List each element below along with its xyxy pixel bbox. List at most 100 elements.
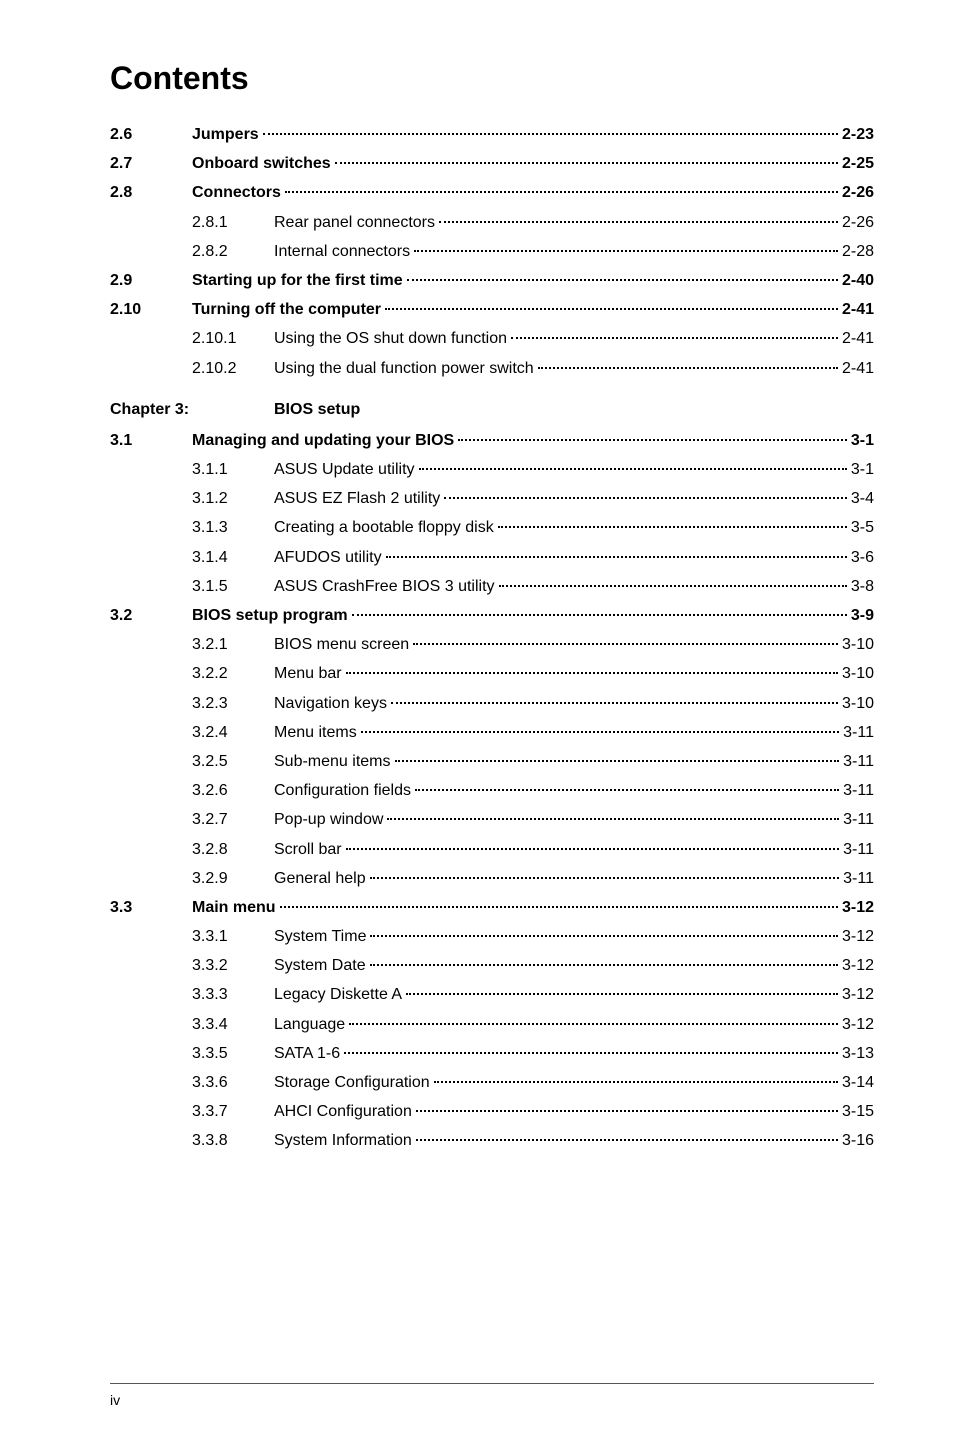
toc-page-number: 2-25 xyxy=(842,150,874,177)
toc-row: 3.3.4Language3-12 xyxy=(110,1011,874,1038)
toc-section-label: Using the OS shut down function xyxy=(274,325,507,352)
toc-section-label: ASUS CrashFree BIOS 3 utility xyxy=(274,573,495,600)
toc-section-number: 2.10.2 xyxy=(192,355,274,382)
toc-page-number: 2-41 xyxy=(842,355,874,382)
toc-container: 2.6Jumpers2-232.7Onboard switches2-252.8… xyxy=(110,121,874,1155)
toc-section-number: 3.2.7 xyxy=(192,806,274,833)
toc-page-number: 3-5 xyxy=(851,514,874,541)
toc-row: 3.1.4AFUDOS utility3-6 xyxy=(110,544,874,571)
footer-divider xyxy=(110,1383,874,1384)
toc-leader-dots xyxy=(406,993,838,995)
toc-page-number: 3-10 xyxy=(842,690,874,717)
toc-row: 3.1.3Creating a bootable floppy disk3-5 xyxy=(110,514,874,541)
toc-section-number: 3.2.9 xyxy=(192,865,274,892)
toc-row: 3.2.5Sub-menu items3-11 xyxy=(110,748,874,775)
toc-section-label: ASUS Update utility xyxy=(274,456,415,483)
toc-section-number: 2.8.2 xyxy=(192,238,274,265)
toc-section-number: 3.1.2 xyxy=(192,485,274,512)
toc-section-label: System Time xyxy=(274,923,366,950)
toc-section-number: 3.2.6 xyxy=(192,777,274,804)
toc-row: 3.2.6Configuration fields3-11 xyxy=(110,777,874,804)
toc-row: 2.10Turning off the computer2-41 xyxy=(110,296,874,323)
toc-page-number: 3-12 xyxy=(842,894,874,921)
toc-section-label: Menu items xyxy=(274,719,357,746)
toc-page-number: 2-41 xyxy=(842,296,874,323)
toc-section-number: 3.3 xyxy=(110,894,192,921)
toc-section-label: AFUDOS utility xyxy=(274,544,382,571)
toc-row: 3.1.1ASUS Update utility3-1 xyxy=(110,456,874,483)
toc-section-label: Storage Configuration xyxy=(274,1069,430,1096)
toc-row: 3.1.5ASUS CrashFree BIOS 3 utility3-8 xyxy=(110,573,874,600)
page-title: Contents xyxy=(110,60,874,97)
chapter-title: BIOS setup xyxy=(274,396,360,423)
toc-leader-dots xyxy=(361,731,839,733)
toc-page-number: 3-9 xyxy=(851,602,874,629)
toc-row: 3.2.8Scroll bar3-11 xyxy=(110,836,874,863)
toc-row: 3.2.1BIOS menu screen3-10 xyxy=(110,631,874,658)
toc-page-number: 3-12 xyxy=(842,1011,874,1038)
toc-section-number: 3.3.5 xyxy=(192,1040,274,1067)
toc-page-number: 3-11 xyxy=(843,836,874,863)
toc-section-label: BIOS setup program xyxy=(192,602,348,629)
toc-section-label: Language xyxy=(274,1011,345,1038)
toc-leader-dots xyxy=(344,1052,838,1054)
toc-leader-dots xyxy=(439,221,838,223)
toc-section-number: 3.2.1 xyxy=(192,631,274,658)
toc-section-label: Starting up for the first time xyxy=(192,267,403,294)
toc-section-number: 3.1.3 xyxy=(192,514,274,541)
toc-page-number: 3-11 xyxy=(843,719,874,746)
toc-row: 3.3.6Storage Configuration3-14 xyxy=(110,1069,874,1096)
page-footer: iv xyxy=(0,1383,954,1408)
toc-leader-dots xyxy=(419,468,847,470)
toc-row: 3.2.4Menu items 3-11 xyxy=(110,719,874,746)
toc-section-label: BIOS menu screen xyxy=(274,631,409,658)
toc-section-label: General help xyxy=(274,865,366,892)
toc-leader-dots xyxy=(407,279,838,281)
toc-section-number: 3.3.7 xyxy=(192,1098,274,1125)
toc-leader-dots xyxy=(349,1023,838,1025)
toc-section-number: 2.9 xyxy=(110,267,192,294)
toc-row: 3.3Main menu3-12 xyxy=(110,894,874,921)
toc-page-number: 2-26 xyxy=(842,209,874,236)
toc-row: 3.3.8System Information3-16 xyxy=(110,1127,874,1154)
toc-leader-dots xyxy=(370,964,838,966)
page-number: iv xyxy=(110,1392,874,1408)
toc-section-label: Legacy Diskette A xyxy=(274,981,402,1008)
toc-page-number: 3-16 xyxy=(842,1127,874,1154)
toc-leader-dots xyxy=(370,935,838,937)
toc-leader-dots xyxy=(444,497,847,499)
toc-section-number: 3.1.4 xyxy=(192,544,274,571)
toc-leader-dots xyxy=(352,614,847,616)
toc-row: 3.2.2Menu bar3-10 xyxy=(110,660,874,687)
toc-page-number: 3-4 xyxy=(851,485,874,512)
toc-leader-dots xyxy=(263,133,838,135)
toc-leader-dots xyxy=(416,1110,838,1112)
toc-page-number: 3-12 xyxy=(842,952,874,979)
toc-section-number: 3.3.2 xyxy=(192,952,274,979)
toc-section-number: 2.7 xyxy=(110,150,192,177)
toc-page-number: 3-15 xyxy=(842,1098,874,1125)
chapter-heading: Chapter 3:BIOS setup xyxy=(110,396,874,423)
toc-page-number: 2-28 xyxy=(842,238,874,265)
toc-leader-dots xyxy=(538,367,838,369)
toc-section-number: 2.6 xyxy=(110,121,192,148)
toc-leader-dots xyxy=(386,556,847,558)
toc-section-number: 3.2.4 xyxy=(192,719,274,746)
toc-leader-dots xyxy=(498,526,847,528)
toc-leader-dots xyxy=(280,906,838,908)
toc-section-label: Scroll bar xyxy=(274,836,342,863)
toc-section-label: Jumpers xyxy=(192,121,259,148)
toc-row: 3.2.9General help 3-11 xyxy=(110,865,874,892)
toc-section-label: Using the dual function power switch xyxy=(274,355,534,382)
toc-row: 2.10.2Using the dual function power swit… xyxy=(110,355,874,382)
toc-section-label: Rear panel connectors xyxy=(274,209,435,236)
toc-section-label: Internal connectors xyxy=(274,238,410,265)
toc-section-label: Onboard switches xyxy=(192,150,331,177)
toc-section-number: 3.1.1 xyxy=(192,456,274,483)
toc-section-number: 3.1 xyxy=(110,427,192,454)
toc-leader-dots xyxy=(499,585,847,587)
toc-leader-dots xyxy=(415,789,839,791)
toc-row: 3.3.5SATA 1-63-13 xyxy=(110,1040,874,1067)
toc-page-number: 3-11 xyxy=(843,865,874,892)
toc-row: 2.10.1Using the OS shut down function2-4… xyxy=(110,325,874,352)
